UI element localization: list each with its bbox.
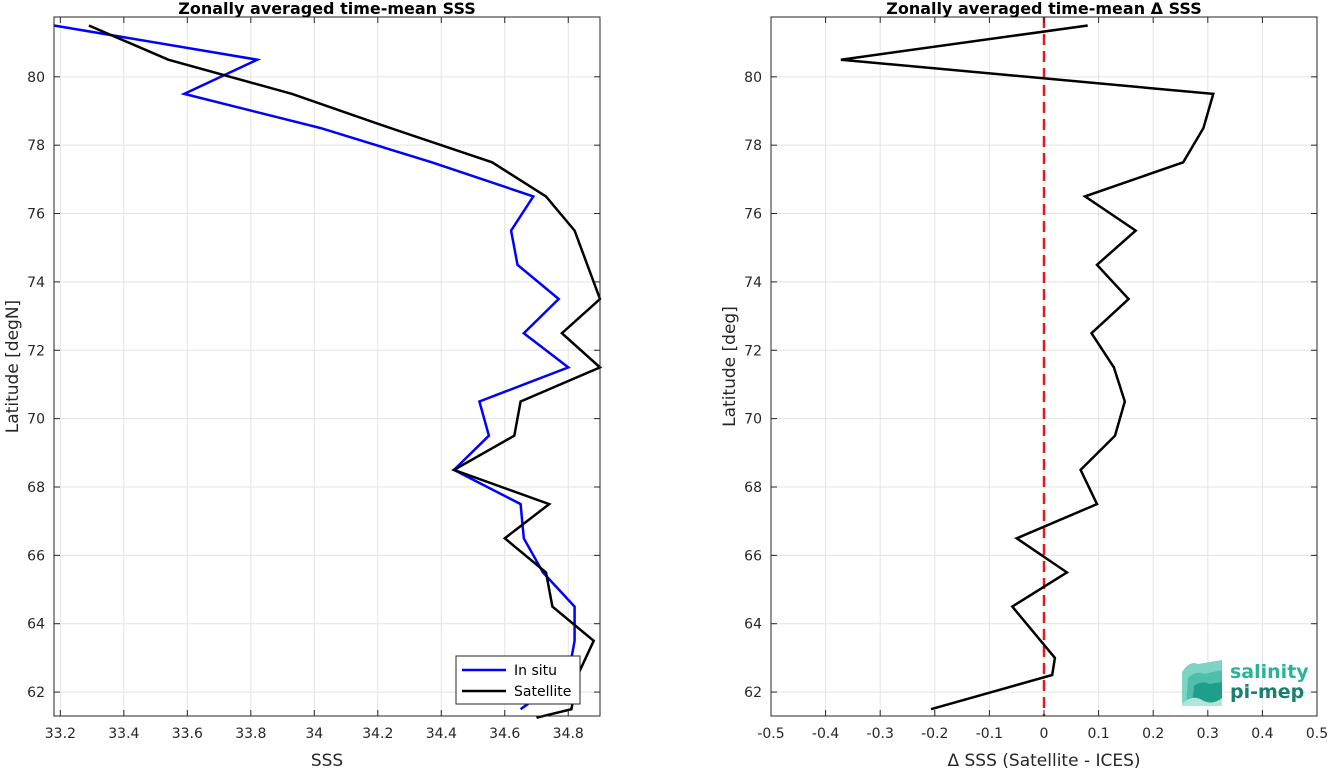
y-tick-label: 74 [27, 275, 45, 291]
x-tick-label: 34.8 [553, 726, 584, 742]
x-tick-label: 33.4 [108, 726, 139, 742]
y-tick-label: 68 [744, 480, 762, 496]
y-tick-label: 72 [27, 343, 45, 359]
y-tick-label: 76 [27, 207, 45, 223]
x-tick-label: 33.6 [172, 726, 203, 742]
y-tick-label: 62 [27, 685, 45, 701]
x-tick-label: 33.2 [45, 726, 76, 742]
chart-title: Zonally averaged time-mean Δ SSS [886, 0, 1202, 18]
legend-box [455, 655, 581, 705]
y-axis-label: Latitude [deg] [720, 306, 740, 427]
x-tick-label: 34.4 [426, 726, 457, 742]
x-tick-label: -0.5 [757, 726, 784, 742]
y-tick-label: 64 [27, 617, 45, 633]
series-line-satellite [88, 24, 603, 719]
logo-wave-icon [1182, 660, 1222, 706]
x-tick-label: 34 [305, 726, 323, 742]
y-tick-label: 78 [744, 138, 762, 154]
legend-label-satellite: Satellite [514, 684, 571, 700]
salinity-pi-mep-logo: salinity pi-mep [1182, 660, 1309, 706]
y-tick-label: 62 [744, 685, 762, 701]
y-tick-label: 66 [27, 548, 45, 564]
x-axis-label: Δ SSS (Satellite - ICES) [947, 751, 1140, 769]
left-panel-sss: 33.2 33.4 33.6 33.8 34 34.2 34.4 34.6 34.8 62 64 66… [3, 0, 603, 769]
y-tick-label: 70 [27, 412, 45, 428]
x-tick-label: 33.8 [235, 726, 266, 742]
chart-title: Zonally averaged time-mean SSS [178, 0, 476, 18]
x-tick-label: -0.4 [812, 726, 839, 742]
y-tick-label: 64 [744, 617, 762, 633]
y-tick-label: 80 [744, 70, 762, 86]
x-tick-label: -0.1 [976, 726, 1003, 742]
y-tick-label: 80 [27, 70, 45, 86]
x-tick-label: -0.3 [867, 726, 894, 742]
y-tick-label: 70 [744, 412, 762, 428]
logo-text-pi-mep: pi-mep [1230, 681, 1304, 703]
legend-label-in-situ: In situ [514, 663, 557, 679]
x-tick-label: -0.2 [921, 726, 948, 742]
x-tick-label: 34.2 [362, 726, 393, 742]
logo-text-salinity: salinity [1230, 661, 1309, 683]
x-tick-label: 0.5 [1306, 726, 1328, 742]
series-line-delta-sss [840, 24, 1215, 711]
x-axis-label: SSS [311, 751, 343, 769]
y-tick-label: 74 [744, 275, 762, 291]
y-tick-label: 76 [744, 207, 762, 223]
series-line-in-situ [53, 24, 576, 711]
plot-area [54, 17, 600, 716]
axes-box [53, 16, 601, 717]
x-tick-label: 0 [1040, 726, 1049, 742]
x-tick-label: 0.4 [1251, 726, 1273, 742]
y-axis-label: Latitude [degN] [3, 300, 23, 433]
y-tick-label: 66 [744, 548, 762, 564]
right-panel-delta-sss: -0.5 -0.4 -0.3 -0.2 -0.1 0 0.1 0.2 0.3 0.4 0.5 62 64… [720, 0, 1328, 769]
y-tick-label: 78 [27, 138, 45, 154]
x-tick-label: 0.2 [1142, 726, 1164, 742]
x-tick-label: 0.3 [1197, 726, 1219, 742]
x-tick-label: 34.6 [489, 726, 520, 742]
x-tick-label: 0.1 [1087, 726, 1109, 742]
y-tick-label: 68 [27, 480, 45, 496]
legend: In situ Satellite [455, 655, 581, 705]
y-tick-label: 72 [744, 343, 762, 359]
